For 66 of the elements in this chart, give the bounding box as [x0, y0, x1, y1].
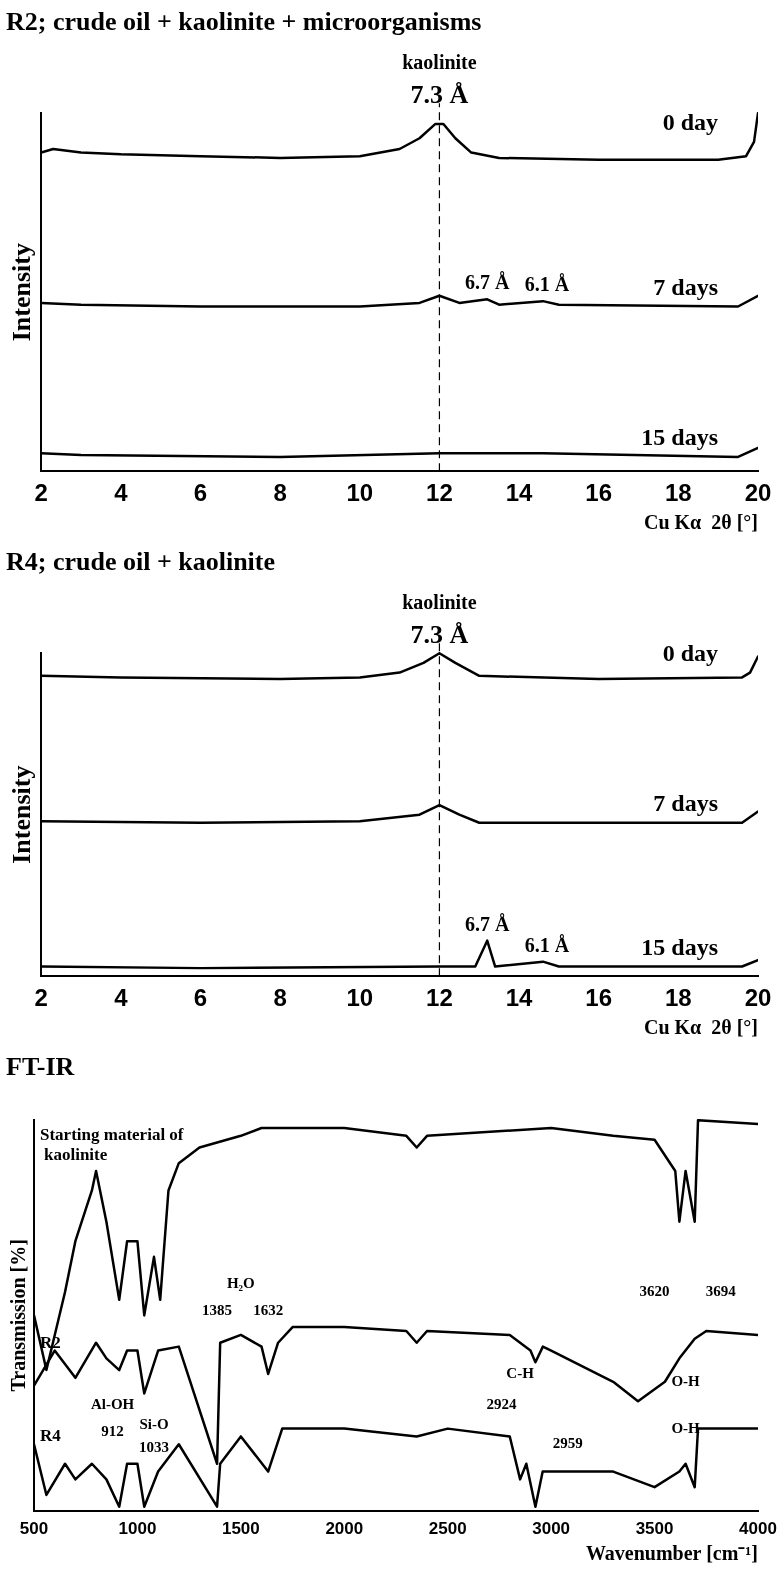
series-label: 7 days — [653, 789, 718, 816]
x-tick-label: 1000 — [118, 1519, 157, 1539]
annotation: 3694 — [705, 1282, 737, 1299]
y-axis-title: Intensity — [7, 765, 37, 864]
y-axis-title: Intensity — [7, 243, 37, 342]
series-label: 0 day — [662, 639, 718, 666]
x-tick-label: 500 — [19, 1519, 49, 1539]
x-tick-label: 18 — [665, 984, 692, 1012]
series-label: Starting material of kaolinite — [40, 1125, 184, 1165]
x-tick-label: 4 — [114, 479, 129, 507]
x-tick-label: 12 — [426, 984, 453, 1012]
series-label: 15 days — [641, 933, 718, 960]
x-tick-label: 1500 — [221, 1519, 260, 1539]
series-label: 0 day — [662, 108, 718, 135]
x-tick-label: 6 — [193, 984, 208, 1012]
x-tick-label: 20 — [744, 984, 772, 1012]
x-tick-label: 10 — [346, 479, 374, 507]
chart-title: R2; crude oil + kaolinite + microorganisms — [6, 7, 482, 37]
x-tick-label: 8 — [273, 984, 287, 1012]
x-tick-label: 10 — [346, 984, 374, 1012]
annotation: 6.1 Å — [524, 273, 570, 296]
x-tick-label: 16 — [585, 984, 613, 1012]
x-axis-title: Wavenumber [cm⁻¹] — [585, 1542, 758, 1565]
annotation: Si-O — [139, 1415, 169, 1432]
annotation: 1385 — [202, 1302, 233, 1319]
chart-title: R4; crude oil + kaolinite — [6, 547, 276, 577]
annotation: 7.3 Å — [410, 620, 469, 650]
annotation: H₂O — [226, 1275, 255, 1292]
annotation: C-H — [506, 1364, 535, 1381]
chart-title: FT-IR — [6, 1052, 75, 1082]
x-axis-title: Cu Kα 2θ [°] — [643, 1016, 758, 1039]
x-tick-label: 20 — [744, 479, 772, 507]
annotation: 6.1 Å — [524, 933, 570, 956]
annotation: Al-OH — [90, 1396, 135, 1413]
series-label: 7 days — [653, 273, 718, 300]
annotation: 1632 — [253, 1302, 284, 1319]
annotation: 6.7 Å — [464, 271, 510, 294]
annotation: kaolinite — [402, 591, 477, 614]
x-tick-label: 14 — [505, 479, 534, 507]
x-tick-label: 2000 — [325, 1519, 364, 1539]
annotation: 912 — [101, 1423, 124, 1440]
x-tick-label: 6 — [193, 479, 208, 507]
annotation: kaolinite — [402, 51, 477, 74]
x-axis-title: Cu Kα 2θ [°] — [643, 511, 758, 534]
series-label: R4 — [40, 1426, 62, 1446]
x-tick-label: 16 — [585, 479, 613, 507]
annotation: 1033 — [138, 1439, 169, 1456]
x-tick-label: 14 — [505, 984, 534, 1012]
x-tick-label: 4 — [114, 984, 129, 1012]
annotation: O-H — [671, 1372, 701, 1389]
x-tick-label: 2 — [34, 984, 48, 1012]
x-tick-label: 8 — [273, 479, 287, 507]
x-tick-label: 18 — [665, 479, 692, 507]
y-axis-title: Transmission [%] — [7, 1239, 30, 1392]
annotation: 2959 — [552, 1435, 583, 1452]
annotation: 3620 — [639, 1282, 670, 1299]
x-tick-label: 12 — [426, 479, 453, 507]
x-tick-label: 3000 — [532, 1519, 571, 1539]
x-tick-label: 4000 — [739, 1519, 777, 1539]
annotation: 7.3 Å — [410, 80, 469, 110]
x-tick-label: 2500 — [428, 1519, 467, 1539]
annotation: 6.7 Å — [464, 912, 510, 935]
annotation: 2924 — [486, 1396, 517, 1413]
series-label: 15 days — [641, 423, 718, 450]
x-tick-label: 3500 — [635, 1519, 674, 1539]
x-tick-label: 2 — [34, 479, 48, 507]
